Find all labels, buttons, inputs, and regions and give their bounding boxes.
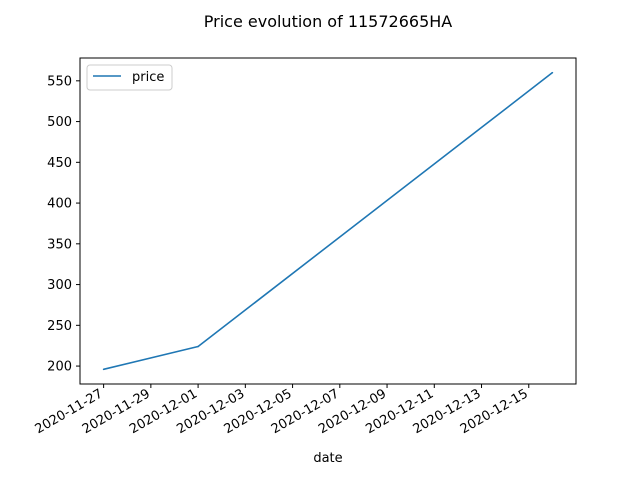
data-point bbox=[197, 345, 199, 348]
y-tick-label: 300 bbox=[47, 278, 72, 293]
y-axis: 200 250 300 350 400 450 500 550 bbox=[47, 74, 80, 375]
legend-box bbox=[86, 64, 173, 91]
y-tick-label: 200 bbox=[47, 360, 72, 375]
x-axis: 2020-11-272020-11-292020-12-012020-12-03… bbox=[33, 384, 531, 437]
y-tick-label: 450 bbox=[47, 156, 72, 171]
legend-label-price: price bbox=[132, 70, 164, 85]
y-tick-label: 250 bbox=[47, 319, 72, 334]
legend: price bbox=[86, 64, 173, 91]
y-tick-label: 400 bbox=[47, 197, 72, 212]
plot-area-frame bbox=[79, 57, 577, 385]
chart-title: Price evolution of 11572665HA bbox=[204, 12, 453, 31]
x-axis-label: date bbox=[313, 451, 342, 466]
y-tick-label: 350 bbox=[47, 237, 72, 252]
y-tick-label: 500 bbox=[47, 115, 72, 130]
series-layer bbox=[102, 71, 554, 371]
series-line-price bbox=[103, 72, 553, 371]
data-point bbox=[102, 368, 105, 371]
y-tick-label: 550 bbox=[47, 74, 72, 89]
data-point bbox=[551, 71, 554, 74]
